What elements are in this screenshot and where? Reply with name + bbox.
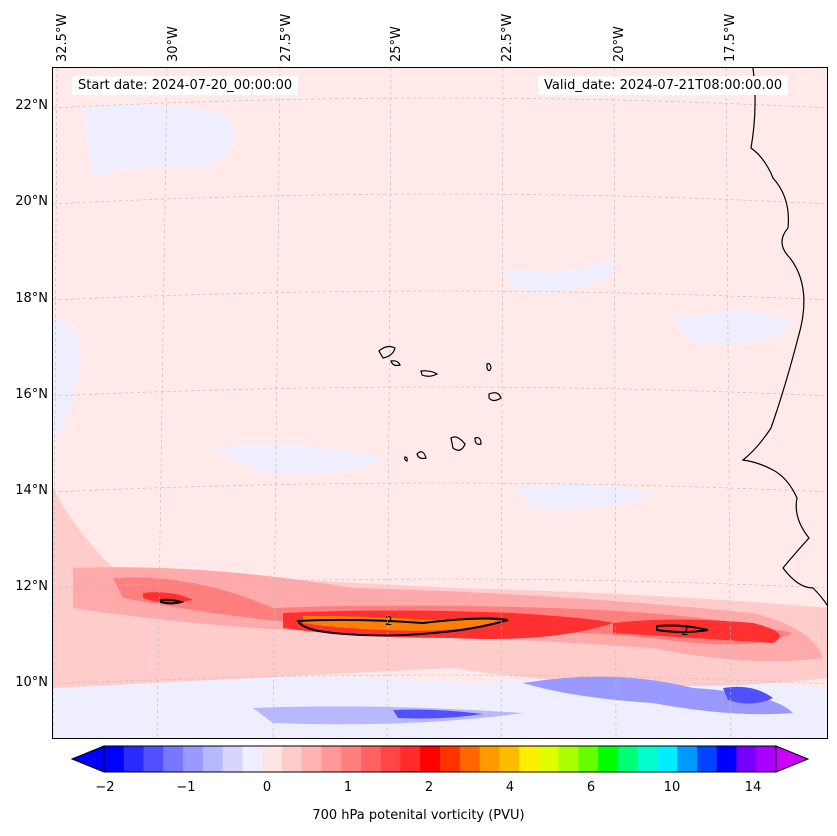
colorbar-cell (360, 746, 382, 772)
contour-label: 2 (385, 614, 393, 628)
coastline (741, 68, 827, 606)
lon-label: 32.5°W (55, 13, 70, 62)
start-date: Start date: 2024-07-20_00:00:00 (72, 76, 299, 95)
lon-label: 17.5°W (723, 13, 738, 62)
colorbar-cell (400, 746, 421, 772)
colorbar-cell (163, 746, 184, 772)
colorbar-cell (143, 746, 164, 772)
positive-pv-band (53, 488, 827, 688)
colorbar-cell (380, 746, 401, 772)
colorbar-cell (459, 746, 481, 772)
colorbar-cell (538, 746, 560, 772)
colorbar-cell (578, 746, 599, 772)
colorbar-cell (499, 746, 520, 772)
contour-label: 2 (681, 624, 689, 638)
colorbar-cell (420, 746, 441, 772)
lat-label: 12°N (15, 579, 48, 594)
colorbar-tick: 6 (586, 780, 596, 795)
colorbar-cell (301, 746, 322, 772)
colorbar-min-arrow (70, 745, 105, 773)
lon-label: 30°W (166, 26, 181, 62)
cape-verde-islands (378, 345, 502, 462)
colorbar-cell (222, 746, 243, 772)
colorbar-max-arrow (775, 745, 810, 773)
lat-label: 10°N (15, 675, 48, 690)
colorbar-cell (183, 746, 204, 772)
colorbar-cell (637, 746, 658, 772)
colorbar-cell (440, 746, 461, 772)
lon-label: 27.5°W (279, 13, 294, 62)
lat-label: 14°N (15, 483, 48, 498)
map-canvas[interactable]: 2 2 (52, 67, 828, 739)
colorbar-cell (242, 746, 263, 772)
lat-label: 22°N (15, 98, 48, 113)
lat-label: 16°N (15, 387, 48, 402)
colorbar-cell (598, 746, 619, 772)
colorbar-cell (479, 746, 500, 772)
colorbar-cell (756, 746, 777, 772)
colorbar (70, 745, 810, 773)
colorbar-tick: −2 (95, 780, 115, 795)
negative-pv-streaks (253, 676, 793, 725)
colorbar-tick: −1 (176, 780, 196, 795)
colorbar-cell (281, 746, 303, 772)
valid-date: Valid_date: 2024-07-21T08:00:00.00 (538, 76, 789, 95)
colorbar-cell (696, 746, 718, 772)
colorbar-cell (677, 746, 698, 772)
colorbar-tick: 14 (744, 780, 762, 795)
lat-label: 20°N (15, 194, 48, 209)
colorbar-tick: 0 (262, 780, 272, 795)
colorbar-cell (202, 746, 224, 772)
colorbar-cell (123, 746, 145, 772)
colorbar-cell (341, 746, 362, 772)
pv-contour-2 (160, 598, 709, 637)
graticule (53, 68, 827, 738)
colorbar-label: 700 hPa potenital vorticity (PVU) (312, 808, 525, 823)
lat-label: 18°N (15, 291, 48, 306)
colorbar-cell (104, 746, 125, 772)
colorbar-cell (617, 746, 639, 772)
colorbar-tick: 10 (663, 780, 681, 795)
colorbar-cell (262, 746, 283, 772)
colorbar-cell (736, 746, 757, 772)
colorbar-cell (321, 746, 342, 772)
colorbar-tick: 4 (505, 780, 515, 795)
colorbar-cell (716, 746, 737, 772)
lon-label: 20°W (612, 26, 627, 62)
colorbar-cell (657, 746, 678, 772)
colorbar-tick: 2 (424, 780, 434, 795)
lon-label: 25°W (389, 26, 404, 62)
colorbar-cells (104, 746, 777, 772)
colorbar-cell (519, 746, 540, 772)
pv-field: 2 2 (53, 68, 827, 738)
lon-label: 22.5°W (500, 13, 515, 62)
colorbar-tick: 1 (343, 780, 353, 795)
colorbar-cell (558, 746, 579, 772)
